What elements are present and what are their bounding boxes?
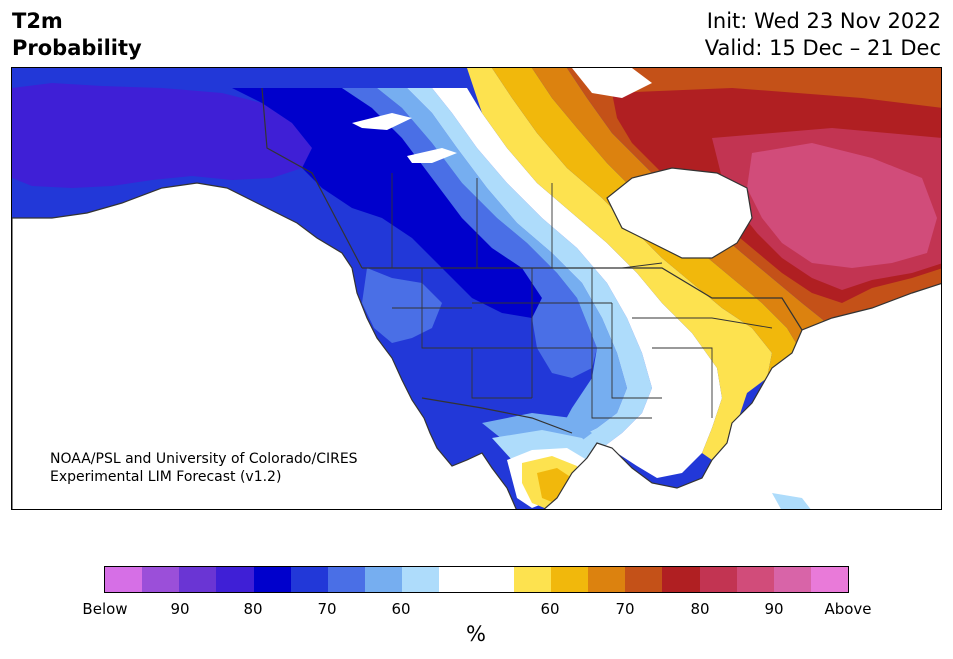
region-warm55-band bbox=[467, 68, 772, 460]
ice-patch-1 bbox=[352, 113, 412, 130]
chart-title: T2m Probability bbox=[12, 8, 142, 62]
colorbar bbox=[104, 566, 849, 593]
colorbar-segment bbox=[402, 567, 440, 592]
region-arctic-water bbox=[572, 68, 652, 98]
country-borders bbox=[261, 87, 803, 434]
colorbar-tick-label: 90 bbox=[170, 600, 190, 618]
colorbar-tick-label: 80 bbox=[690, 600, 710, 618]
credit-line-2: Experimental LIM Forecast (v1.2) bbox=[50, 469, 282, 485]
forecast-dates: Init: Wed 23 Nov 2022 Valid: 15 Dec – 21… bbox=[705, 8, 941, 62]
colorbar-segment bbox=[736, 567, 774, 592]
region-cold55-band bbox=[407, 88, 652, 458]
region-atlantic-ocean bbox=[543, 283, 941, 509]
init-date: Init: Wed 23 Nov 2022 bbox=[706, 9, 941, 33]
colorbar-segment bbox=[253, 567, 291, 592]
region-neutral-band bbox=[432, 88, 722, 478]
credit-text: NOAA/PSL and University of Colorado/CIRE… bbox=[50, 450, 358, 486]
region-pacific-ocean bbox=[12, 182, 517, 509]
colorbar-segment bbox=[550, 567, 589, 592]
colorbar-segment bbox=[290, 567, 328, 592]
title-line-2: Probability bbox=[12, 36, 142, 60]
credit-line-1: NOAA/PSL and University of Colorado/CIRE… bbox=[50, 451, 358, 467]
region-cold60-band bbox=[377, 88, 627, 438]
region-quebec-warm90 bbox=[747, 143, 937, 268]
colorbar-segment bbox=[142, 567, 180, 592]
ice-patch-2 bbox=[407, 148, 457, 163]
colorbar-segment bbox=[216, 567, 254, 592]
region-cold65-band bbox=[342, 88, 597, 378]
colorbar-segment bbox=[810, 567, 849, 592]
region-alaska-deepcold bbox=[12, 83, 312, 188]
colorbar-unit: % bbox=[466, 622, 486, 646]
colorbar-tick-label: Below bbox=[82, 600, 128, 618]
colorbar-tick-label: 80 bbox=[243, 600, 263, 618]
colorbar-segment bbox=[439, 567, 477, 592]
colorbar-segment bbox=[179, 567, 217, 592]
title-line-1: T2m bbox=[12, 9, 63, 33]
colorbar-segment bbox=[365, 567, 403, 592]
colorbar-segment bbox=[105, 567, 143, 592]
forecast-map: NOAA/PSL and University of Colorado/CIRE… bbox=[11, 67, 942, 510]
colorbar-segment bbox=[476, 567, 514, 592]
colorbar-tick-label: 70 bbox=[615, 600, 635, 618]
colorbar-segment bbox=[662, 567, 700, 592]
region-hudson-bay bbox=[606, 167, 753, 259]
colorbar-tick-label: 70 bbox=[317, 600, 337, 618]
colorbar-tick-label: Above bbox=[824, 600, 872, 618]
valid-range: Valid: 15 Dec – 21 Dec bbox=[704, 36, 941, 60]
region-canada-west-cold80 bbox=[232, 88, 542, 318]
colorbar-segment bbox=[513, 567, 551, 592]
colorbar-segment bbox=[625, 567, 663, 592]
colorbar-segment bbox=[773, 567, 811, 592]
map-svg bbox=[12, 68, 941, 509]
region-gulf-coast-light bbox=[772, 493, 811, 509]
colorbar-segment bbox=[699, 567, 737, 592]
colorbar-tick-label: 60 bbox=[540, 600, 560, 618]
colorbar-segment bbox=[588, 567, 626, 592]
colorbar-tick-label: 60 bbox=[391, 600, 411, 618]
colorbar-segment bbox=[327, 567, 366, 592]
colorbar-tick-label: 90 bbox=[764, 600, 784, 618]
